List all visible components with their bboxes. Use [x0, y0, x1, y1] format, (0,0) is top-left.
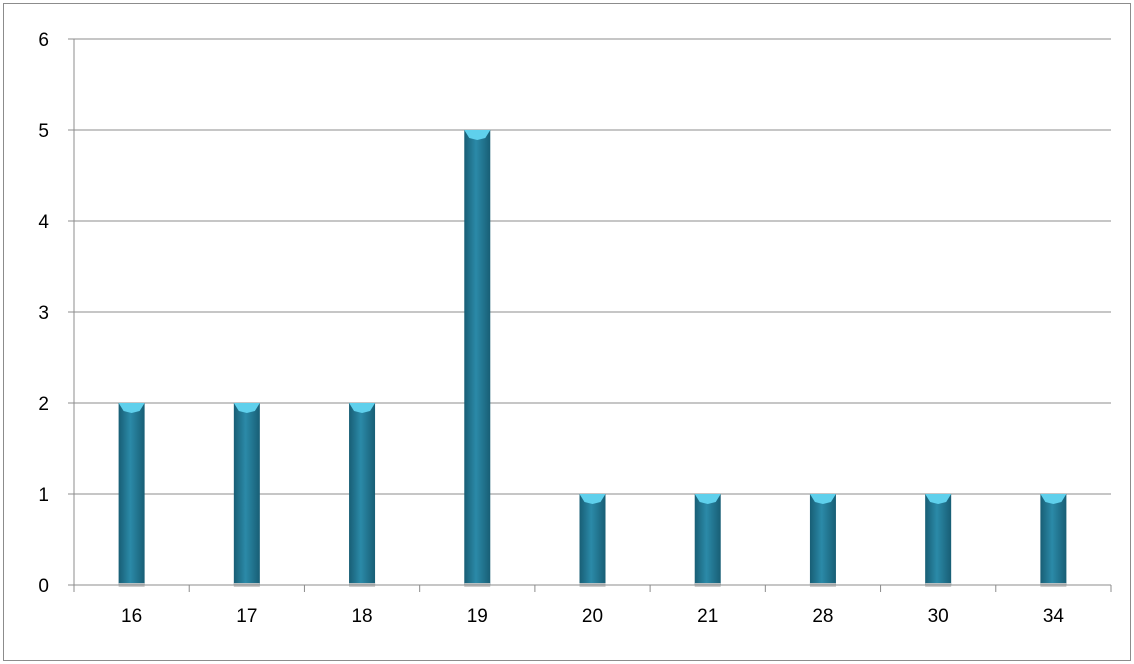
y-tick-label: 1: [38, 485, 49, 506]
bar: [809, 494, 836, 587]
bar: [925, 494, 952, 587]
gridlines: [74, 38, 1111, 495]
x-tick-label: 16: [121, 606, 142, 627]
chart-frame: 0 1 2 3 4 5 6 16 17 18 19 20 21 28 30 34: [3, 3, 1131, 661]
x-tick-label: 18: [351, 606, 372, 627]
x-tick-label: 30: [928, 606, 949, 627]
y-tick-label: 6: [38, 30, 49, 51]
y-tick-label: 3: [38, 303, 49, 324]
x-tick-label: 21: [697, 606, 718, 627]
y-tick-label: 4: [38, 212, 49, 233]
x-tick-label: 20: [582, 606, 603, 627]
bar: [579, 494, 606, 587]
bar: [694, 494, 721, 587]
x-tick-label: 19: [467, 606, 488, 627]
bar: [349, 403, 376, 587]
axes: [68, 38, 1112, 592]
x-tick-label: 17: [236, 606, 257, 627]
bar: [118, 403, 145, 587]
bar: [464, 130, 491, 587]
y-tick-label: 5: [38, 121, 49, 142]
bars: [118, 130, 1067, 587]
y-tick-label: 0: [38, 576, 49, 597]
x-tick-label: 34: [1043, 606, 1065, 627]
x-tick-label: 28: [812, 606, 833, 627]
y-tick-label: 2: [38, 394, 49, 415]
bar: [233, 403, 260, 587]
bar: [1040, 494, 1067, 587]
